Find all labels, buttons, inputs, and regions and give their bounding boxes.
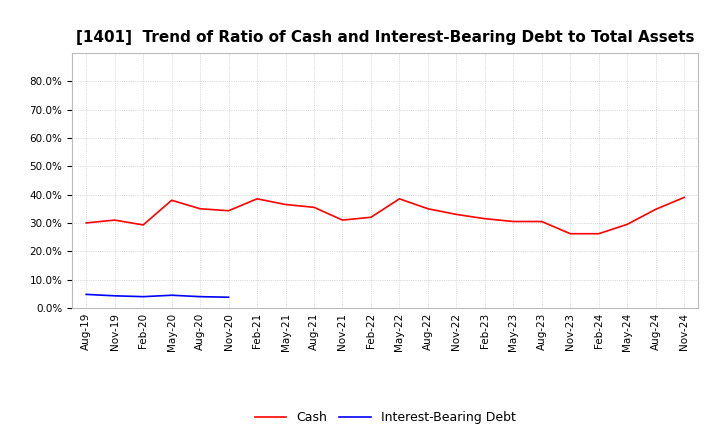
Cash [139,222,148,227]
Line: Interest-Bearing Debt: Interest-Bearing Debt [86,294,229,297]
Cash [82,220,91,226]
Interest-Bearing Debt [82,292,91,297]
Cash [480,216,489,221]
Interest-Bearing Debt [167,293,176,298]
Cash [566,231,575,236]
Cash [652,207,660,212]
Cash [423,206,432,211]
Line: Cash: Cash [86,198,684,234]
Cash [366,215,375,220]
Cash [509,219,518,224]
Interest-Bearing Debt [139,294,148,299]
Cash [338,217,347,223]
Interest-Bearing Debt [196,294,204,299]
Cash [196,206,204,211]
Cash [110,217,119,223]
Title: [1401]  Trend of Ratio of Cash and Interest-Bearing Debt to Total Assets: [1401] Trend of Ratio of Cash and Intere… [76,29,695,45]
Cash [395,196,404,202]
Cash [595,231,603,236]
Cash [310,205,318,210]
Interest-Bearing Debt [225,295,233,300]
Cash [253,196,261,202]
Cash [623,222,631,227]
Interest-Bearing Debt [110,293,119,298]
Legend: Cash, Interest-Bearing Debt: Cash, Interest-Bearing Debt [250,407,521,429]
Cash [225,208,233,213]
Cash [282,202,290,207]
Cash [167,198,176,203]
Cash [452,212,461,217]
Cash [537,219,546,224]
Cash [680,195,688,200]
